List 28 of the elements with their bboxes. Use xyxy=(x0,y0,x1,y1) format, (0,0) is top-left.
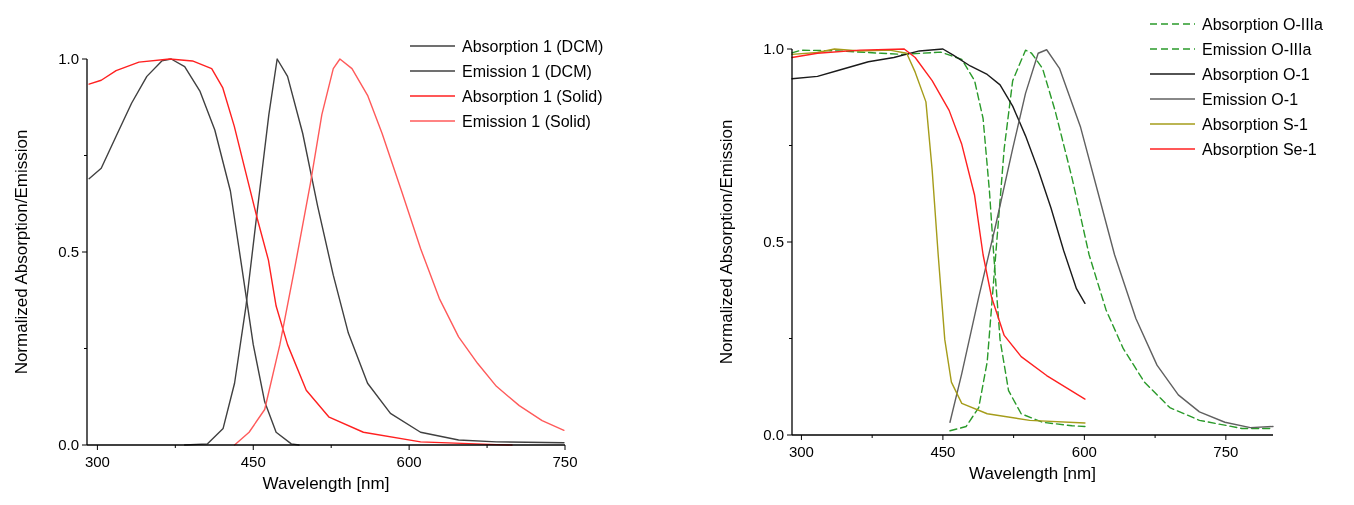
x-axis-title: Wavelength [nm] xyxy=(969,464,1096,483)
x-tick-label: 750 xyxy=(1213,443,1239,460)
y-axis-title: Normalized Absorption/Emission xyxy=(12,129,31,375)
x-axis-title: Wavelength [nm] xyxy=(262,474,390,493)
y-tick-label: 0.5 xyxy=(763,233,784,250)
y-tick-label: 0.0 xyxy=(58,436,79,453)
legend-label: Emission O-1 xyxy=(1202,91,1299,108)
y-tick-label: 1.0 xyxy=(763,40,784,57)
x-tick-label: 300 xyxy=(788,443,814,460)
x-tick-label: 450 xyxy=(240,453,266,470)
legend-label: Emission 1 (DCM) xyxy=(462,63,592,80)
legend-label: Emission 1 (Solid) xyxy=(462,113,591,130)
x-tick-label: 300 xyxy=(84,453,110,470)
legend-label: Absorption 1 (DCM) xyxy=(462,38,604,55)
y-tick-label: 0.0 xyxy=(763,426,784,443)
y-tick-label: 0.5 xyxy=(58,243,79,260)
x-tick-label: 600 xyxy=(396,453,422,470)
x-tick-label: 600 xyxy=(1071,443,1097,460)
legend-label: Absorption Se-1 xyxy=(1202,141,1317,158)
legend-label: Absorption 1 (Solid) xyxy=(462,88,603,105)
y-tick-label: 1.0 xyxy=(58,50,79,67)
x-tick-label: 750 xyxy=(552,453,578,470)
legend-label: Absorption O-1 xyxy=(1202,66,1310,83)
y-axis-title: Normalized Absorption/Emission xyxy=(717,119,736,365)
x-tick-label: 450 xyxy=(930,443,956,460)
legend-label: Emission O-IIIa xyxy=(1202,41,1312,58)
legend-label: Absorption S-1 xyxy=(1202,116,1308,133)
legend-label: Absorption O-IIIa xyxy=(1202,16,1324,33)
